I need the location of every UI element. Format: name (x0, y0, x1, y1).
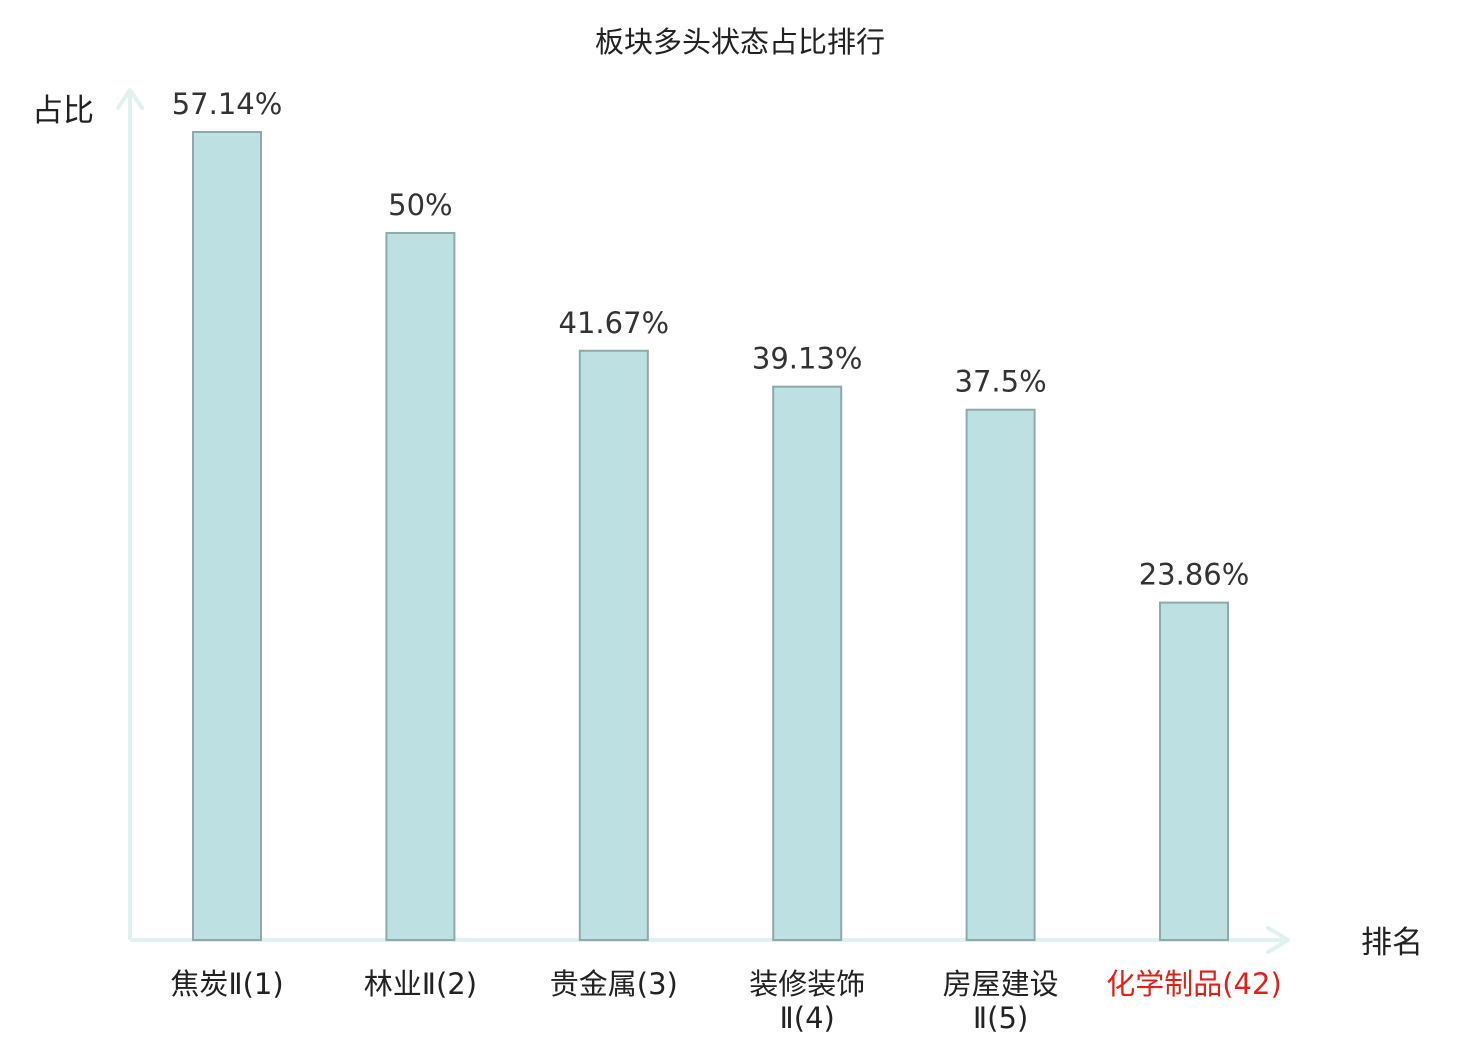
bars-group (192, 131, 1229, 942)
x-axis-label: 排名 (1361, 925, 1423, 961)
x-tick-label: Ⅱ(5) (973, 1001, 1028, 1035)
bar (1159, 601, 1229, 941)
bar (772, 385, 843, 941)
x-tick-label: 装修装饰 (749, 967, 865, 1001)
bar-value-label: 50% (388, 188, 452, 222)
bar-value-label: 39.13% (752, 342, 863, 376)
bar-value-label: 57.14% (172, 87, 283, 121)
x-tick-label: Ⅱ(4) (780, 1001, 835, 1035)
x-tick-label: 林业Ⅱ(2) (364, 967, 477, 1001)
bar-value-label: 37.5% (955, 365, 1047, 399)
bar-value-label: 23.86% (1139, 558, 1250, 592)
bar (965, 408, 1036, 941)
x-tick-label: 化学制品(42) (1106, 967, 1282, 1001)
chart-title: 板块多头状态占比排行 (595, 25, 885, 59)
x-tick-label: 焦炭Ⅱ(1) (170, 967, 283, 1001)
value-labels-group: 57.14% 50% 41.67% 39.13% 37.5% 23.86% (172, 87, 1250, 592)
bar (192, 131, 262, 941)
x-tick-label: 贵金属(3) (550, 967, 678, 1001)
y-axis-label: 占比 (32, 93, 94, 129)
x-tick-label: 房屋建设 (943, 967, 1059, 1001)
bar (578, 349, 649, 942)
x-axis (130, 926, 1290, 954)
bar (385, 231, 456, 941)
y-axis (116, 88, 144, 940)
bar-value-label: 41.67% (559, 306, 670, 340)
